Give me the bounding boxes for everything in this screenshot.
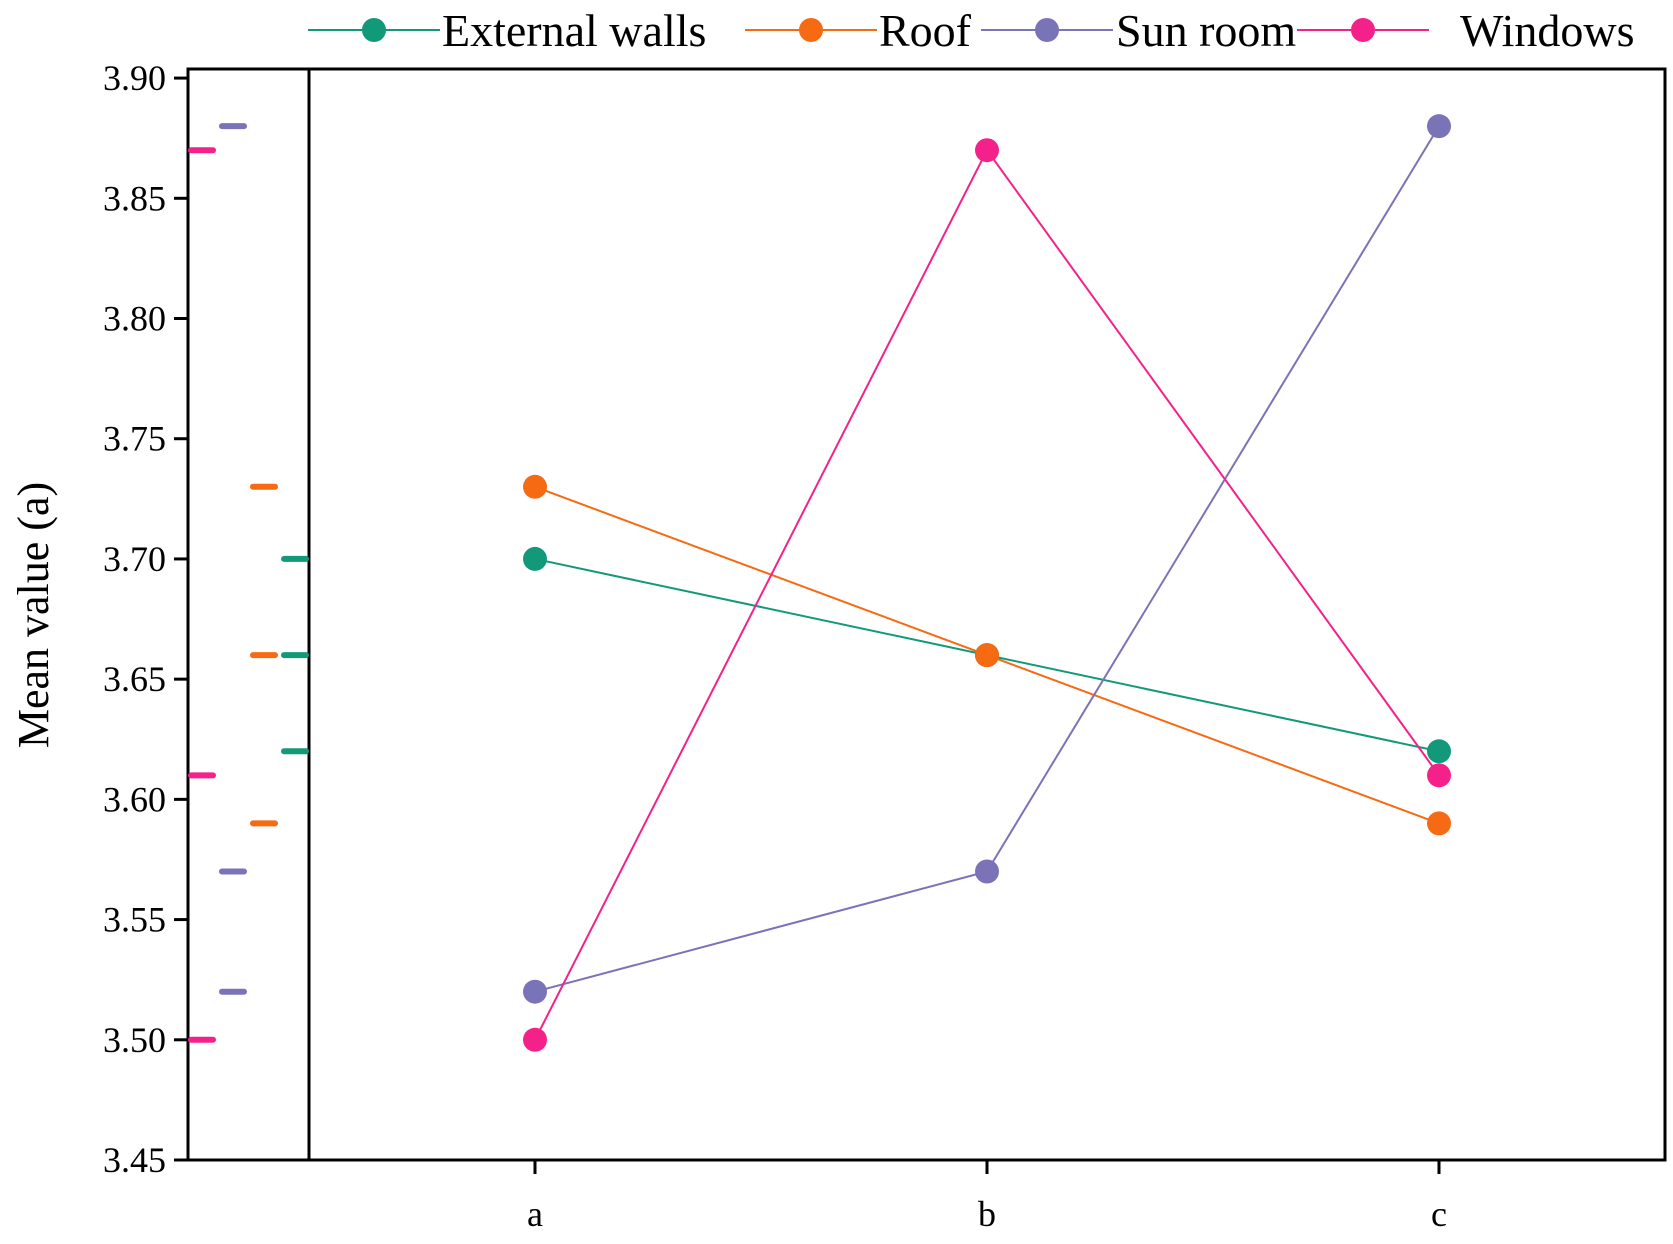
legend-label: Roof bbox=[879, 5, 972, 56]
data-point bbox=[1427, 739, 1451, 764]
plot-frame bbox=[186, 67, 1667, 1162]
series-line bbox=[534, 148, 1440, 1041]
data-point bbox=[523, 1027, 547, 1052]
y-tick-label: 3.80 bbox=[103, 299, 166, 339]
y-tick-label: 3.90 bbox=[103, 58, 166, 98]
y-tick-label: 3.65 bbox=[103, 659, 166, 699]
data-point bbox=[975, 859, 999, 884]
y-tick-label: 3.70 bbox=[103, 539, 166, 579]
data-point bbox=[1427, 763, 1451, 788]
y-tick-label: 3.50 bbox=[103, 1020, 166, 1060]
data-point bbox=[975, 643, 999, 668]
legend-label: Sun room bbox=[1116, 5, 1296, 56]
data-point bbox=[523, 979, 547, 1004]
legend-marker bbox=[362, 18, 386, 42]
plot-layer: 3.45 3.50 3.55 3.60 3.65 3.70 3.75 3.80 3.85 3.90… bbox=[103, 5, 1667, 1234]
data-point bbox=[1427, 811, 1451, 836]
legend-marker bbox=[1035, 18, 1059, 42]
y-tick-label: 3.60 bbox=[103, 779, 166, 819]
legend-label: Windows bbox=[1460, 5, 1634, 56]
y-axis-title: Mean value (a) bbox=[9, 482, 58, 748]
legend-marker bbox=[799, 18, 823, 42]
x-tick-label: b bbox=[978, 1194, 996, 1234]
y-tick-label: 3.75 bbox=[103, 419, 166, 459]
legend-marker bbox=[1351, 18, 1375, 42]
data-point bbox=[523, 474, 547, 499]
data-point bbox=[523, 546, 547, 571]
data-point bbox=[975, 138, 999, 163]
y-tick-label: 3.85 bbox=[103, 178, 166, 218]
y-tick-label: 3.55 bbox=[103, 900, 166, 940]
data-point bbox=[1427, 114, 1451, 139]
legend-label: External walls bbox=[442, 5, 706, 56]
x-tick-label: a bbox=[527, 1194, 543, 1234]
x-tick-label: c bbox=[1431, 1194, 1447, 1234]
y-tick-label: 3.45 bbox=[103, 1140, 166, 1180]
